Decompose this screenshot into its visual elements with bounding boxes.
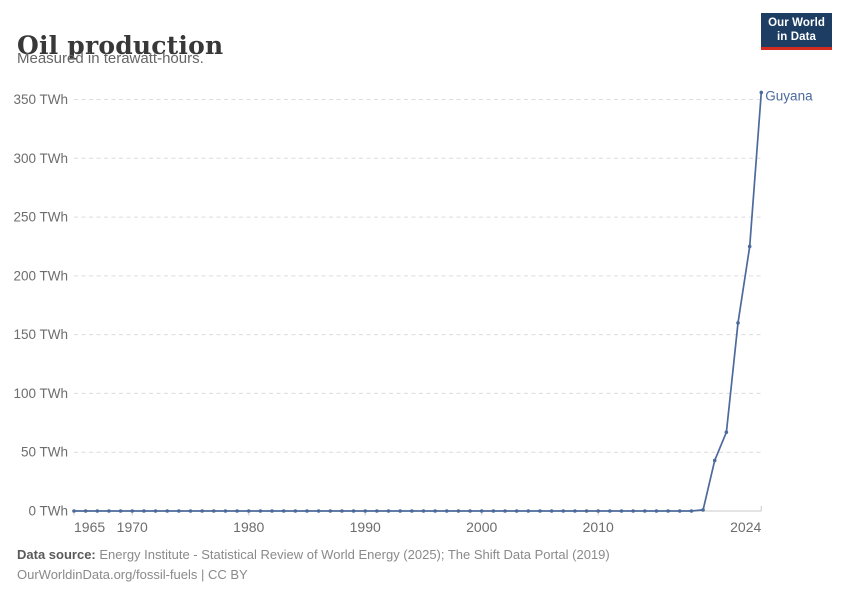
entity-label[interactable]: Guyana bbox=[765, 88, 813, 103]
data-point[interactable] bbox=[421, 509, 426, 513]
x-axis-label: 2010 bbox=[583, 519, 614, 535]
data-point[interactable] bbox=[619, 509, 624, 513]
data-point[interactable] bbox=[340, 509, 344, 513]
y-axis-label: 150 TWh bbox=[13, 327, 68, 342]
data-point[interactable] bbox=[584, 509, 589, 513]
data-point[interactable] bbox=[666, 509, 670, 513]
data-point[interactable] bbox=[410, 509, 414, 513]
data-point[interactable] bbox=[479, 509, 484, 513]
data-point[interactable] bbox=[701, 508, 705, 512]
data-point[interactable] bbox=[281, 509, 286, 513]
data-point[interactable] bbox=[211, 509, 216, 513]
data-point[interactable] bbox=[712, 458, 717, 463]
data-point[interactable] bbox=[375, 509, 379, 513]
data-point[interactable] bbox=[270, 509, 274, 513]
data-point[interactable] bbox=[514, 509, 519, 513]
data-point[interactable] bbox=[188, 509, 193, 513]
series-line[interactable] bbox=[74, 92, 763, 512]
data-point[interactable] bbox=[456, 509, 461, 513]
data-point[interactable] bbox=[223, 509, 228, 513]
y-axis-label: 200 TWh bbox=[13, 268, 68, 283]
data-point[interactable] bbox=[246, 509, 251, 513]
y-axis-label: 0 TWh bbox=[28, 504, 68, 519]
data-point[interactable] bbox=[631, 509, 635, 513]
x-axis-label: 1980 bbox=[233, 519, 264, 535]
data-point[interactable] bbox=[503, 509, 507, 513]
data-point[interactable] bbox=[538, 509, 542, 513]
y-axis-label: 300 TWh bbox=[13, 151, 68, 166]
x-axis-label: 1990 bbox=[350, 519, 381, 535]
data-point[interactable] bbox=[72, 509, 76, 513]
data-point[interactable] bbox=[107, 509, 111, 513]
data-point[interactable] bbox=[200, 509, 204, 513]
data-source-line: Data source: Energy Institute - Statisti… bbox=[17, 545, 610, 565]
data-point[interactable] bbox=[677, 509, 682, 513]
data-point[interactable] bbox=[118, 509, 123, 513]
data-point[interactable] bbox=[468, 509, 472, 513]
x-axis-label: 2024 bbox=[730, 519, 761, 535]
x-axis-label: 1970 bbox=[117, 519, 148, 535]
data-point[interactable] bbox=[689, 509, 694, 513]
data-point[interactable] bbox=[491, 509, 496, 513]
data-point[interactable] bbox=[654, 509, 659, 513]
data-point[interactable] bbox=[363, 509, 368, 513]
data-point[interactable] bbox=[83, 509, 88, 513]
data-point[interactable] bbox=[258, 509, 263, 513]
data-source-text: Energy Institute - Statistical Review of… bbox=[95, 547, 610, 562]
data-point[interactable] bbox=[561, 509, 566, 513]
y-axis-label: 50 TWh bbox=[21, 445, 68, 460]
y-axis-label: 250 TWh bbox=[13, 210, 68, 225]
data-point[interactable] bbox=[316, 509, 321, 513]
data-point[interactable] bbox=[724, 430, 729, 435]
data-source-label: Data source: bbox=[17, 547, 96, 562]
y-axis-label: 100 TWh bbox=[13, 386, 68, 401]
license-text: OurWorldinData.org/fossil-fuels | CC BY bbox=[17, 567, 248, 582]
data-point[interactable] bbox=[153, 509, 158, 513]
x-axis-label: 2000 bbox=[466, 519, 497, 535]
data-point[interactable] bbox=[177, 509, 181, 513]
data-point[interactable] bbox=[759, 90, 764, 95]
x-axis-label: 1965 bbox=[74, 519, 105, 535]
data-point[interactable] bbox=[526, 509, 531, 513]
data-point[interactable] bbox=[130, 509, 135, 513]
data-point[interactable] bbox=[95, 509, 100, 513]
chart-footer: Data source: Energy Institute - Statisti… bbox=[17, 545, 610, 585]
data-point[interactable] bbox=[328, 509, 333, 513]
logo-line-2: in Data bbox=[777, 30, 817, 43]
data-point[interactable] bbox=[736, 321, 740, 325]
data-point[interactable] bbox=[573, 509, 577, 513]
data-point[interactable] bbox=[293, 509, 298, 513]
data-point[interactable] bbox=[643, 509, 647, 513]
data-point[interactable] bbox=[305, 509, 309, 513]
data-point[interactable] bbox=[398, 509, 402, 513]
data-point[interactable] bbox=[549, 509, 554, 513]
data-point[interactable] bbox=[596, 509, 601, 513]
y-axis-label: 350 TWh bbox=[13, 92, 68, 107]
data-point[interactable] bbox=[235, 509, 239, 513]
page-subtitle: Measured in terawatt-hours. bbox=[17, 50, 204, 67]
data-point[interactable] bbox=[142, 509, 146, 513]
data-point[interactable] bbox=[351, 509, 356, 513]
logo-line-1: Our World bbox=[768, 17, 825, 29]
data-point[interactable] bbox=[608, 509, 612, 513]
data-point[interactable] bbox=[386, 509, 391, 513]
data-point[interactable] bbox=[747, 244, 752, 249]
data-point[interactable] bbox=[444, 509, 449, 513]
owid-logo[interactable]: Our World in Data bbox=[761, 13, 832, 50]
page-title: Oil production bbox=[17, 30, 224, 60]
data-point[interactable] bbox=[165, 509, 169, 513]
data-point[interactable] bbox=[433, 509, 437, 513]
